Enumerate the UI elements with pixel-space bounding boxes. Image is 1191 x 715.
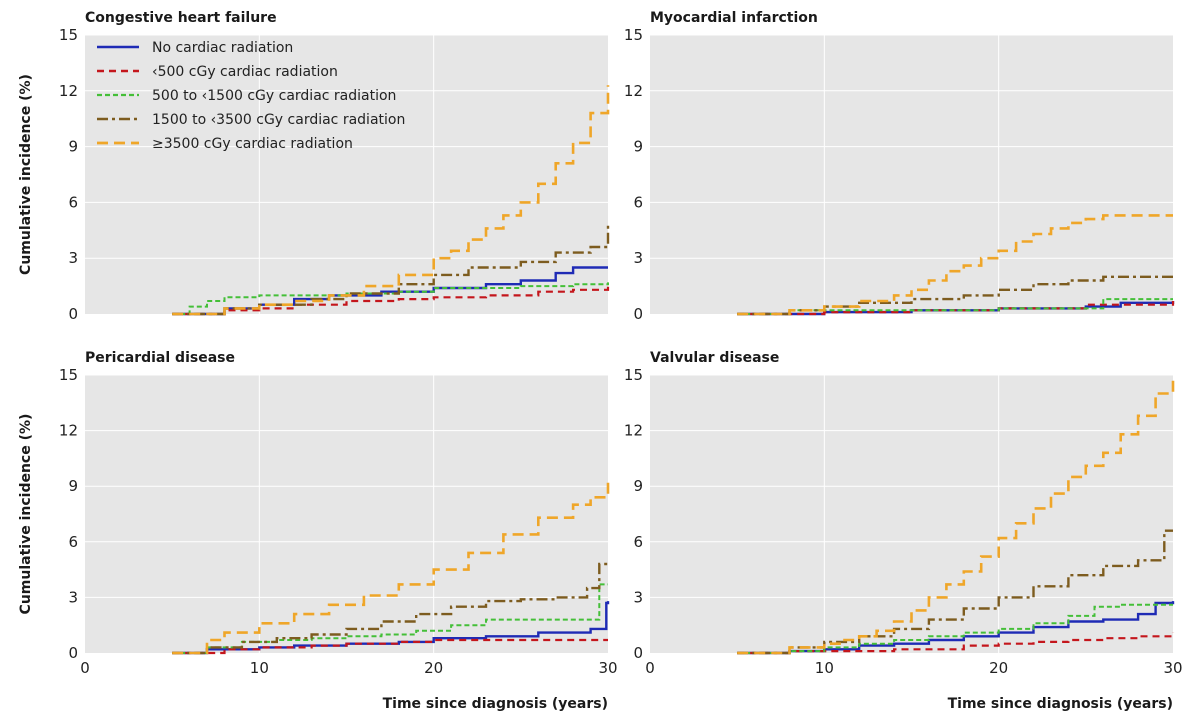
y-tick-label: 3: [68, 249, 78, 267]
plot-background: [650, 35, 1173, 314]
y-tick-label: 0: [68, 305, 78, 323]
plot-background: [85, 375, 608, 653]
series-line-3: [737, 298, 1173, 315]
y-tick-label: 12: [624, 82, 643, 100]
legend-label: 500 to ‹1500 cGy cardiac radiation: [152, 88, 396, 104]
series-line-2: [737, 632, 1175, 655]
y-tick-label: 0: [633, 305, 643, 323]
y-tick-label: 3: [633, 249, 643, 267]
series-line-1: [737, 601, 1175, 655]
y-tick-label: 9: [633, 477, 643, 495]
panel-4: Valvular disease 0 3 6 9 12 15 0 10 20 30 Time sinc…: [624, 350, 1183, 712]
y-axis-label: Cumulative incidence (%): [18, 74, 34, 275]
x-tick-label: 0: [80, 659, 90, 677]
y-tick-label: 6: [633, 193, 643, 211]
x-tick-label: 20: [989, 659, 1008, 677]
plot-background: [85, 35, 608, 314]
y-tick-label: 0: [68, 644, 78, 662]
y-tick-label: 12: [624, 422, 643, 440]
panel-title: Pericardial disease: [85, 350, 235, 366]
y-tick-label: 15: [59, 26, 78, 44]
series-line-1: [172, 601, 610, 655]
legend-label: No cardiac radiation: [152, 40, 293, 56]
legend-label: ‹500 cGy cardiac radiation: [152, 64, 338, 80]
panel-1: Congestive heart failure 0 3 6 9 12 15 Cumulati…: [18, 10, 610, 323]
legend-label: 1500 to ‹3500 cGy cardiac radiation: [152, 112, 405, 128]
x-tick-label: 10: [250, 659, 269, 677]
x-tick-label: 30: [1163, 659, 1182, 677]
panel-2: Myocardial infarction 0 3 6 9 12 15: [624, 10, 1175, 323]
legend: No cardiac radiation ‹500 cGy cardiac rad…: [97, 40, 405, 152]
series-line-4: [737, 529, 1173, 655]
y-tick-label: 6: [68, 193, 78, 211]
x-axis-label: Time since diagnosis (years): [948, 696, 1173, 712]
series-line-5: [172, 476, 610, 655]
y-tick-label: 15: [59, 366, 78, 384]
x-tick-label: 20: [424, 659, 443, 677]
series-line-2: [172, 638, 608, 655]
y-tick-label: 15: [624, 26, 643, 44]
plot-background: [650, 375, 1173, 653]
y-tick-label: 15: [624, 366, 643, 384]
y-tick-label: 12: [59, 422, 78, 440]
x-tick-label: 10: [815, 659, 834, 677]
y-tick-label: 3: [633, 588, 643, 606]
x-tick-label: 30: [598, 659, 617, 677]
x-axis-label: Time since diagnosis (years): [383, 696, 608, 712]
panel-3: Pericardial disease 0 3 6 9 12 15 0 10 20 30 Cumula…: [18, 350, 618, 712]
y-tick-label: 12: [59, 82, 78, 100]
legend-label: ≥3500 cGy cardiac radiation: [152, 136, 353, 152]
y-tick-label: 9: [68, 138, 78, 156]
panel-title: Valvular disease: [650, 350, 779, 366]
y-tick-label: 9: [633, 138, 643, 156]
series-line-4: [172, 562, 608, 655]
y-axis-label: Cumulative incidence (%): [18, 414, 34, 615]
y-tick-label: 9: [68, 477, 78, 495]
series-line-3: [172, 583, 608, 654]
y-tick-label: 6: [633, 533, 643, 551]
panel-title: Myocardial infarction: [650, 10, 818, 26]
x-tick-label: 0: [645, 659, 655, 677]
y-tick-label: 3: [68, 588, 78, 606]
y-tick-label: 6: [68, 533, 78, 551]
series-line-5: [172, 85, 610, 316]
panel-title: Congestive heart failure: [85, 10, 277, 26]
y-tick-label: 0: [633, 644, 643, 662]
series-line-5: [737, 375, 1175, 655]
